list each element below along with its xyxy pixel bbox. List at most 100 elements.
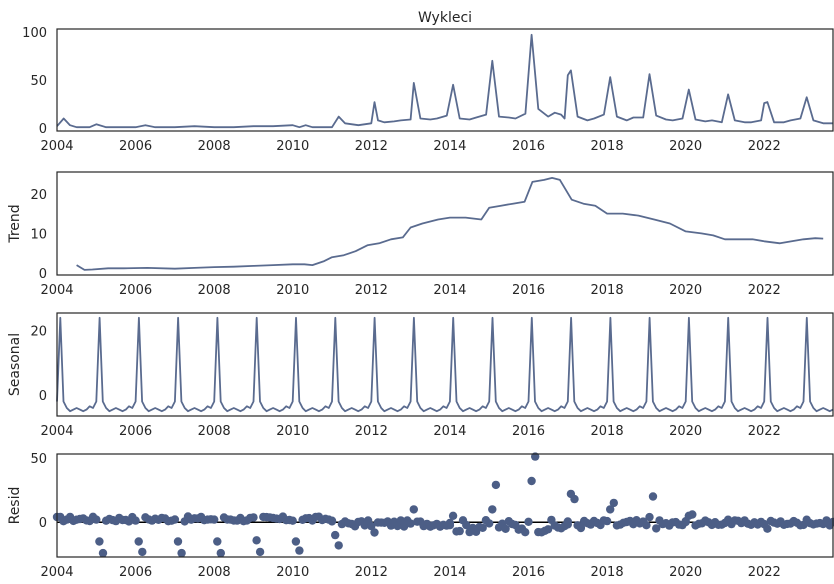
observed-panel: Wykleci 0 50 100 2004 2006 2008 2010 2012 2014 201… xyxy=(22,10,834,154)
resid-point xyxy=(327,516,337,525)
seasonal-xtick-label: 2014 xyxy=(433,424,466,439)
resid-ylabel: Resid xyxy=(7,487,23,525)
seasonal-xtick-label: 2012 xyxy=(355,424,388,439)
observed-series-line xyxy=(56,33,833,129)
resid-point xyxy=(138,547,147,557)
observed-frame xyxy=(56,28,834,132)
resid-point xyxy=(210,515,219,524)
resid-xtick-label: 2018 xyxy=(591,565,624,580)
resid-point xyxy=(406,519,415,528)
resid-point xyxy=(648,492,658,501)
trend-ytick-label: 20 xyxy=(30,188,47,203)
resid-xtick-label: 2014 xyxy=(433,565,466,580)
chart-title: Wykleci xyxy=(418,10,472,26)
resid-point xyxy=(652,524,661,533)
trend-xtick-label: 2004 xyxy=(40,283,73,298)
trend-xtick-label: 2018 xyxy=(591,283,624,298)
resid-point xyxy=(455,526,464,536)
resid-point xyxy=(334,541,343,550)
resid-point xyxy=(213,537,222,546)
resid-point xyxy=(331,530,340,540)
observed-ytick-label: 0 xyxy=(39,122,47,137)
seasonal-ytick-label: 20 xyxy=(30,325,47,340)
resid-point xyxy=(491,480,501,490)
trend-xtick-label: 2008 xyxy=(198,283,231,298)
resid-point xyxy=(681,517,690,527)
trend-xtick-label: 2006 xyxy=(119,283,152,298)
resid-point xyxy=(216,548,225,558)
trend-panel: Trend 0 10 20 2004 2006 2008 2010 2012 2014 2016 20… xyxy=(7,171,834,298)
observed-xtick-label: 2006 xyxy=(119,139,152,154)
seasonal-ytick-label: 0 xyxy=(39,389,47,404)
trend-xtick-label: 2014 xyxy=(433,283,466,298)
resid-xtick-label: 2010 xyxy=(276,565,309,580)
resid-point xyxy=(723,515,733,524)
resid-point xyxy=(173,537,183,546)
resid-xtick-label: 2006 xyxy=(119,565,152,580)
resid-point xyxy=(688,510,697,519)
resid-xtick-label: 2022 xyxy=(748,565,781,580)
observed-xtick-label: 2012 xyxy=(355,139,388,154)
resid-point xyxy=(642,521,651,530)
resid-point xyxy=(288,516,297,525)
resid-point xyxy=(478,523,487,532)
resid-point xyxy=(602,516,612,526)
trend-series-line xyxy=(76,176,824,271)
resid-point xyxy=(370,528,379,537)
trend-xtick-label: 2010 xyxy=(276,283,309,298)
resid-point xyxy=(291,537,301,546)
resid-point xyxy=(563,520,572,529)
observed-xtick-label: 2020 xyxy=(669,139,702,154)
observed-xtick-label: 2008 xyxy=(198,139,231,154)
resid-point xyxy=(170,515,180,524)
resid-point xyxy=(295,546,304,555)
resid-point xyxy=(249,513,258,522)
observed-xtick-label: 2016 xyxy=(512,139,545,154)
resid-xtick-label: 2004 xyxy=(40,565,73,580)
seasonal-ylabel: Seasonal xyxy=(7,333,23,396)
resid-panel: Resid 0 50 2004 2006 2008 2010 2012 2014 2016 2018… xyxy=(7,452,834,580)
resid-point xyxy=(576,523,586,533)
resid-point xyxy=(763,524,772,533)
resid-point xyxy=(521,528,530,537)
resid-point xyxy=(92,515,101,524)
observed-ytick-label: 100 xyxy=(22,26,47,41)
resid-point xyxy=(255,547,265,557)
resid-point xyxy=(524,517,533,526)
resid-frame xyxy=(56,453,834,558)
seasonal-panel: Seasonal 0 20 2004 2006 2008 2010 2012 2014 2016 2… xyxy=(7,312,834,439)
resid-point xyxy=(485,519,494,528)
observed-xtick-label: 2018 xyxy=(591,139,624,154)
observed-xtick-label: 2022 xyxy=(748,139,781,154)
resid-point xyxy=(445,518,455,528)
resid-point xyxy=(98,548,108,558)
seasonal-xtick-label: 2022 xyxy=(748,424,781,439)
resid-point xyxy=(543,525,553,534)
trend-ylabel: Trend xyxy=(7,204,23,243)
resid-point xyxy=(527,476,536,486)
seasonal-xtick-label: 2006 xyxy=(119,424,152,439)
resid-point xyxy=(606,505,615,514)
seasonal-xtick-label: 2020 xyxy=(669,424,702,439)
observed-ytick-label: 50 xyxy=(30,74,47,89)
resid-point xyxy=(570,494,579,504)
resid-point xyxy=(134,537,143,546)
observed-xtick-label: 2010 xyxy=(276,139,309,154)
resid-xtick-label: 2012 xyxy=(355,565,388,580)
resid-point xyxy=(501,524,510,533)
resid-point xyxy=(177,548,186,558)
resid-point xyxy=(252,536,261,545)
resid-point xyxy=(462,520,471,530)
seasonal-xtick-label: 2016 xyxy=(512,424,545,439)
seasonal-series-line xyxy=(56,316,834,413)
resid-point xyxy=(609,498,618,508)
seasonal-xtick-label: 2004 xyxy=(40,424,73,439)
resid-xtick-label: 2016 xyxy=(512,565,545,580)
trend-xtick-label: 2016 xyxy=(512,283,545,298)
trend-xtick-label: 2020 xyxy=(669,283,702,298)
resid-point xyxy=(802,515,811,524)
resid-point xyxy=(131,516,140,525)
trend-xtick-label: 2012 xyxy=(355,283,388,298)
resid-point xyxy=(409,505,418,514)
